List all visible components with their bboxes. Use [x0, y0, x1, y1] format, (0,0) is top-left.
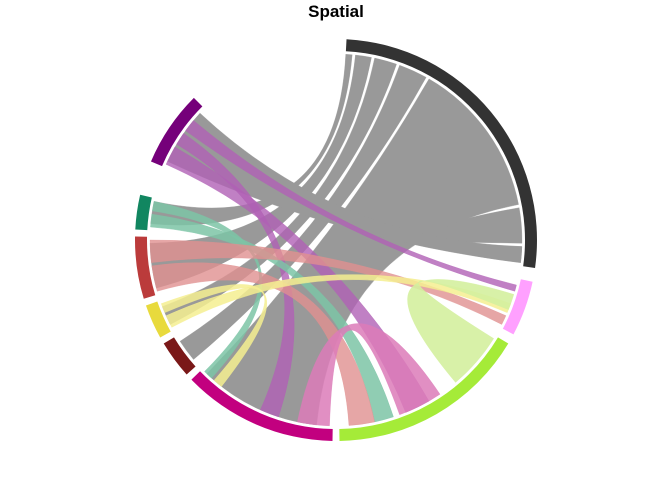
sector-2: [339, 337, 509, 441]
chord-12: [151, 262, 375, 426]
chord-9: [185, 120, 517, 292]
sector-7: [135, 194, 152, 231]
sector-3: [191, 371, 333, 441]
sector-6: [134, 236, 156, 299]
chart-title: Spatial: [308, 2, 364, 21]
sector-8: [150, 97, 203, 167]
sector-5: [145, 301, 171, 338]
chords-layer: [149, 53, 523, 427]
groups-layer: [134, 39, 537, 441]
chord-2: [179, 64, 427, 360]
chord-8: [176, 132, 295, 418]
sector-4: [163, 337, 196, 375]
sector-1: [502, 279, 533, 335]
chord-17: [407, 279, 515, 383]
chord-13: [149, 239, 507, 325]
